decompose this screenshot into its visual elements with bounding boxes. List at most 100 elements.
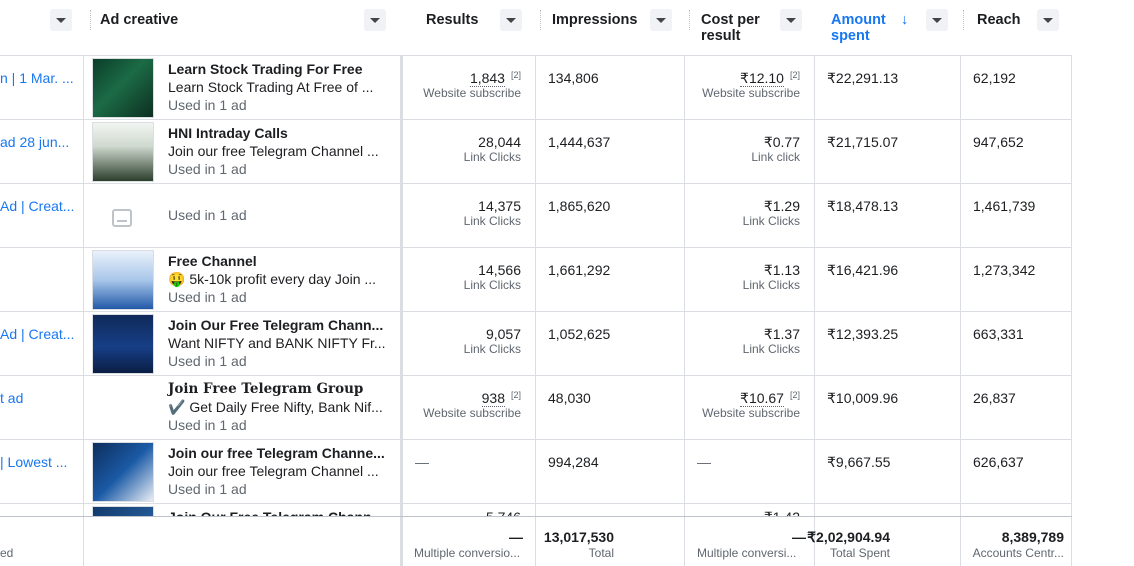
reach-value: 663,331 [973, 326, 1024, 342]
impressions-value: 1,865,620 [548, 198, 611, 214]
ad-creative-cell[interactable]: Join Our Free Telegram Chann... Want NIF… [84, 312, 400, 376]
impressions-value: 134,806 [548, 70, 599, 86]
ad-creative-cell[interactable]: Join our free Telegram Channe... Join ou… [84, 440, 400, 504]
chevron-down-icon[interactable] [500, 9, 522, 31]
table-row[interactable]: Ad | Creat... Used in 1 ad 14,375 Link C… [0, 184, 1072, 248]
amount-value: ₹21,715.07 [827, 134, 899, 150]
impressions-cell: 48,030 [536, 376, 684, 440]
chevron-down-icon[interactable] [50, 9, 72, 31]
summary-results-value: — [509, 529, 523, 545]
column-divider [960, 517, 961, 566]
chevron-down-icon[interactable] [364, 9, 386, 31]
header-ad-creative[interactable]: Ad creative [84, 0, 400, 56]
results-value: — [415, 454, 429, 470]
cost-value: ₹1.29 [763, 198, 800, 214]
ad-creative-cell[interactable]: Used in 1 ad [84, 184, 400, 248]
cost-value: ₹0.77 [763, 134, 800, 150]
column-divider [814, 517, 815, 566]
ad-creative-cell[interactable]: HNI Intraday Calls Join our free Telegra… [84, 120, 400, 184]
ad-name-link[interactable]: ad 28 jun... [0, 134, 70, 150]
results-footnote: [2] [510, 70, 521, 80]
summary-amount-value: ₹2,02,904.94 [807, 529, 890, 545]
ad-name-cell: Ad | Creat... [0, 184, 83, 248]
creative-thumbnail[interactable] [92, 250, 154, 310]
cost-type: Link Clicks [742, 342, 800, 356]
ad-creative-cell[interactable]: Join Free Telegram Group ✔️ Get Daily Fr… [84, 376, 400, 440]
table-row[interactable]: Free Channel 🤑 5k-10k profit every day J… [0, 248, 1072, 312]
summary-reach-label[interactable]: Accounts Centr... [972, 546, 1064, 560]
column-divider [684, 517, 685, 566]
header-label-line1: Amount [831, 12, 886, 28]
reach-value: 62,192 [973, 70, 1016, 86]
frozen-column-divider[interactable] [400, 0, 403, 566]
ad-creative-cell[interactable]: Free Channel 🤑 5k-10k profit every day J… [84, 248, 400, 312]
column-resize-handle[interactable] [540, 10, 541, 30]
header-results[interactable]: Results [403, 0, 535, 56]
column-divider [83, 0, 84, 566]
header-cost-per-result[interactable]: Cost per result [685, 0, 814, 56]
cost-footnote: [2] [789, 390, 800, 400]
results-cell: 28,044 Link Clicks [403, 120, 535, 184]
creative-usage: Used in 1 ad [168, 417, 247, 433]
reach-cell: 62,192 [961, 56, 1071, 120]
results-cell: — [403, 440, 535, 504]
results-value: 14,566 [478, 262, 521, 278]
cost-type: Link click [751, 150, 800, 164]
chevron-down-icon[interactable] [1037, 9, 1059, 31]
amount-cell: ₹12,393.25 [815, 312, 960, 376]
column-resize-handle[interactable] [963, 10, 964, 30]
summary-cost-label[interactable]: Multiple conversi... [697, 546, 797, 560]
ad-name-cell: t ad [0, 376, 83, 440]
cost-number[interactable]: ₹10.67 [740, 390, 784, 407]
table-row[interactable]: ad 28 jun... HNI Intraday Calls Join our… [0, 120, 1072, 184]
results-number[interactable]: 1,843 [469, 70, 505, 87]
table-row[interactable]: | Lowest ... Join our free Telegram Chan… [0, 440, 1072, 504]
creative-thumbnail[interactable] [92, 122, 154, 182]
cost-number[interactable]: ₹12.10 [740, 70, 784, 87]
ad-name-cell: | Lowest ... [0, 440, 83, 504]
chevron-down-icon[interactable] [926, 9, 948, 31]
impressions-value: 48,030 [548, 390, 591, 406]
column-divider [1071, 517, 1072, 566]
amount-cell: ₹18,478.13 [815, 184, 960, 248]
amount-value: ₹10,009.96 [827, 390, 899, 406]
creative-description: 🤑 5k-10k profit every day Join ... [168, 271, 377, 287]
header-impressions[interactable]: Impressions [536, 0, 684, 56]
chevron-down-icon[interactable] [650, 9, 672, 31]
ad-name-link[interactable]: n | 1 Mar. ... [0, 70, 74, 86]
frozen-column-divider [400, 517, 403, 566]
header-amount-spent[interactable]: Amount spent ↓ [815, 0, 960, 56]
summary-results-label[interactable]: Multiple conversio... [414, 546, 521, 560]
creative-thumbnail[interactable] [92, 314, 154, 374]
sort-descending-icon[interactable]: ↓ [901, 12, 909, 28]
summary-reach-value: 8,389,789 [1001, 529, 1064, 545]
amount-value: ₹12,393.25 [827, 326, 899, 342]
column-divider [684, 0, 685, 566]
reach-cell: 947,652 [961, 120, 1071, 184]
cost-cell: ₹1.13 Link Clicks [685, 248, 814, 312]
ad-name-link[interactable]: Ad | Creat... [0, 198, 75, 214]
ad-name-link[interactable]: | Lowest ... [0, 454, 68, 470]
creative-title: Free Channel [168, 253, 257, 269]
cost-cell: ₹10.67 [2] Website subscribe [685, 376, 814, 440]
table-row[interactable]: Ad | Creat... Join Our Free Telegram Cha… [0, 312, 1072, 376]
ad-name-link[interactable]: t ad [0, 390, 24, 406]
results-number[interactable]: 938 [481, 390, 505, 407]
creative-thumbnail[interactable] [92, 442, 154, 502]
summary-name-label: ed [0, 546, 14, 560]
column-resize-handle[interactable] [689, 10, 690, 30]
creative-thumbnail[interactable] [92, 186, 154, 246]
header-label: Cost per result [701, 12, 760, 44]
creative-thumbnail[interactable] [92, 58, 154, 118]
table-row[interactable]: t ad Join Free Telegram Group ✔️ Get Dai… [0, 376, 1072, 440]
ad-creative-cell[interactable]: Learn Stock Trading For Free Learn Stock… [84, 56, 400, 120]
amount-value: ₹16,421.96 [827, 262, 899, 278]
column-resize-handle[interactable] [90, 10, 91, 30]
chevron-down-icon[interactable] [780, 9, 802, 31]
cost-type: Website subscribe [702, 86, 800, 100]
table-row[interactable]: n | 1 Mar. ... Learn Stock Trading For F… [0, 56, 1072, 120]
summary-amount-label: Total Spent [829, 546, 890, 560]
ad-name-link[interactable]: Ad | Creat... [0, 326, 75, 342]
results-type: Website subscribe [423, 86, 521, 100]
header-reach[interactable]: Reach [961, 0, 1071, 56]
